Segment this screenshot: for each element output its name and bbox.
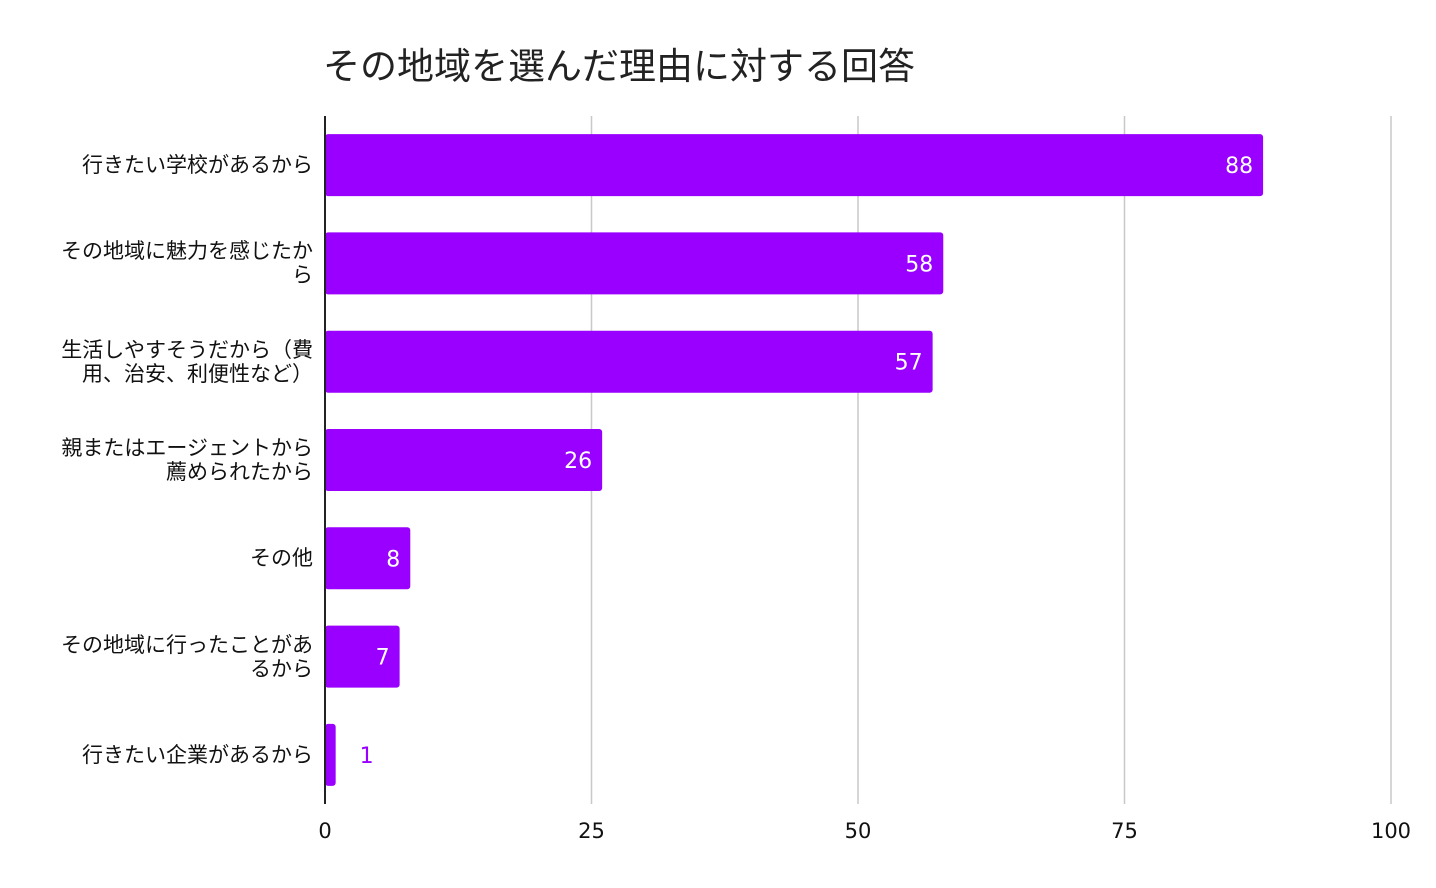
data-label: 1 (360, 744, 374, 769)
category-label: その他 (250, 546, 313, 571)
data-label: 88 (1225, 154, 1253, 179)
data-label: 7 (376, 646, 390, 671)
x-tick-label: 100 (1371, 819, 1411, 843)
x-tick-label: 0 (318, 819, 331, 843)
bar (325, 723, 336, 786)
bar (325, 134, 1264, 197)
category-label: その地域に魅力を感じたから (61, 239, 313, 288)
bar (325, 429, 603, 491)
x-tick-label: 25 (578, 819, 605, 843)
data-label: 58 (905, 252, 933, 277)
category-label: 行きたい企業があるから (82, 742, 313, 767)
category-label: 行きたい学校があるから (82, 153, 313, 178)
data-label: 8 (386, 547, 400, 572)
bar (325, 232, 944, 295)
data-label: 26 (564, 449, 592, 474)
bar (325, 330, 933, 393)
category-label: 親またはエージェントから薦められたから (61, 436, 313, 484)
bar (325, 625, 400, 688)
category-label: その地域に行ったことがあるから (61, 632, 313, 681)
x-tick-label: 50 (845, 819, 872, 843)
chart-title: その地域を選んだ理由に対する回答 (323, 45, 915, 88)
category-label: 生活しやすそうだから（費用、治安、利便性など） (61, 337, 313, 386)
data-label: 57 (895, 351, 923, 376)
x-tick-label: 75 (1111, 819, 1138, 843)
bar (325, 527, 411, 590)
